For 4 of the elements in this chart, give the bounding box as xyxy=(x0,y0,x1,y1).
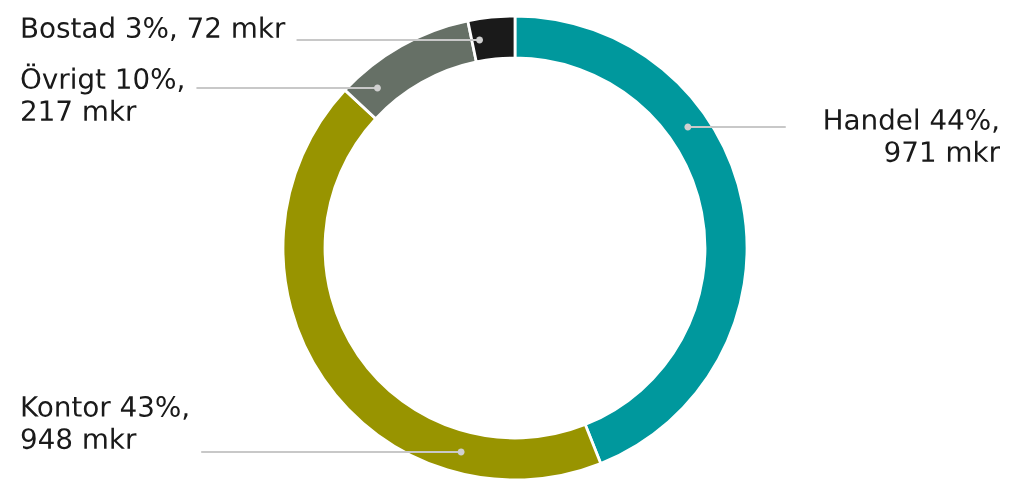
slice-label: Kontor 43%, 948 mkr xyxy=(21,395,188,450)
slice-label: Bostad 3%, 72 mkr xyxy=(22,16,286,41)
slice-label: Handel 44%, 971 mkr xyxy=(825,108,1000,163)
slice-label: Övrigt 10%, 217 mkr xyxy=(21,63,183,121)
